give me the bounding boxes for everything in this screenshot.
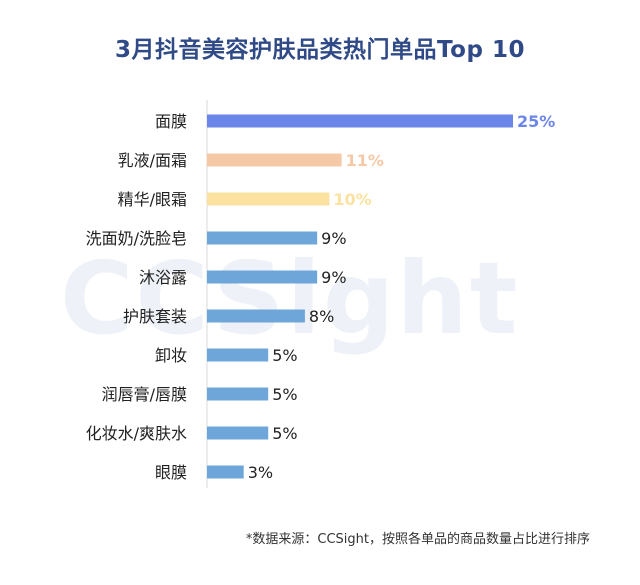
category-label: 洗面奶/洗脸皂 [86,229,187,248]
category-label: 护肤套装 [123,307,187,326]
data-label: 5% [272,385,297,404]
bar [207,153,342,167]
data-label: 10% [333,190,371,209]
footnote: *数据来源：CCSight，按照各单品的商品数量占比进行排序 [245,532,590,547]
data-label: 5% [272,346,297,365]
category-label: 沐浴露 [139,268,187,287]
category-label: 精华/眼霜 [118,190,187,209]
chart-title: 3月抖音美容护肤品类热门单品Top 10 [115,37,525,63]
data-label: 8% [309,307,334,326]
bar [207,114,513,128]
data-label: 11% [346,151,384,170]
data-label: 5% [272,424,297,443]
category-label: 润唇膏/唇膜 [102,385,187,404]
bar [207,192,330,206]
watermark-logo: CCSight [60,240,520,357]
bar [207,231,318,245]
bar [207,426,269,440]
bar [207,348,269,362]
category-label: 化妆水/爽肤水 [86,424,187,443]
category-label: 面膜 [155,112,187,131]
bar [207,387,269,401]
data-label: 3% [248,463,273,482]
bar [207,270,318,284]
category-label: 眼膜 [155,463,187,482]
category-label: 乳液/面霜 [118,151,187,170]
data-label: 9% [321,268,346,287]
bar [207,309,305,323]
bar [207,465,244,479]
data-label: 25% [517,112,555,131]
data-label: 9% [321,229,346,248]
category-label: 卸妆 [155,346,187,365]
